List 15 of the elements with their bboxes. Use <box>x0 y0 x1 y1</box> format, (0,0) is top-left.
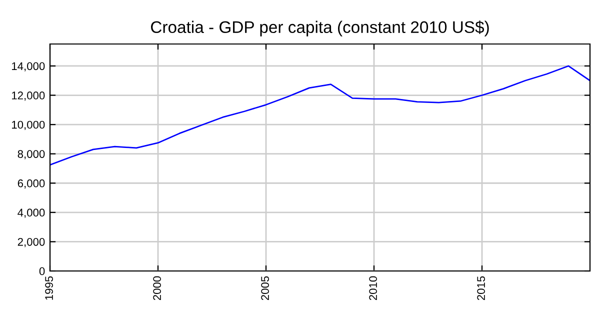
y-tick-label: 14,000 <box>12 62 45 72</box>
y-tick-label: 6,000 <box>18 179 45 189</box>
y-tick-label: 10,000 <box>12 120 45 130</box>
chart-title: Croatia - GDP per capita (constant 2010 US$) <box>151 20 489 36</box>
x-tick-label: 1995 <box>45 276 53 300</box>
x-tick-label: 2010 <box>369 276 377 300</box>
y-tick-label: 4,000 <box>18 208 45 218</box>
y-tick-label: 2,000 <box>18 238 45 248</box>
x-tick-label: 2000 <box>153 276 161 300</box>
x-tick-label: 2005 <box>261 276 269 300</box>
x-tick-label: 2015 <box>477 276 485 300</box>
y-tick-label: 8,000 <box>18 150 45 160</box>
y-tick-label: 12,000 <box>12 92 45 101</box>
y-tick-label: 0 <box>39 267 45 276</box>
line-series <box>50 65 590 166</box>
